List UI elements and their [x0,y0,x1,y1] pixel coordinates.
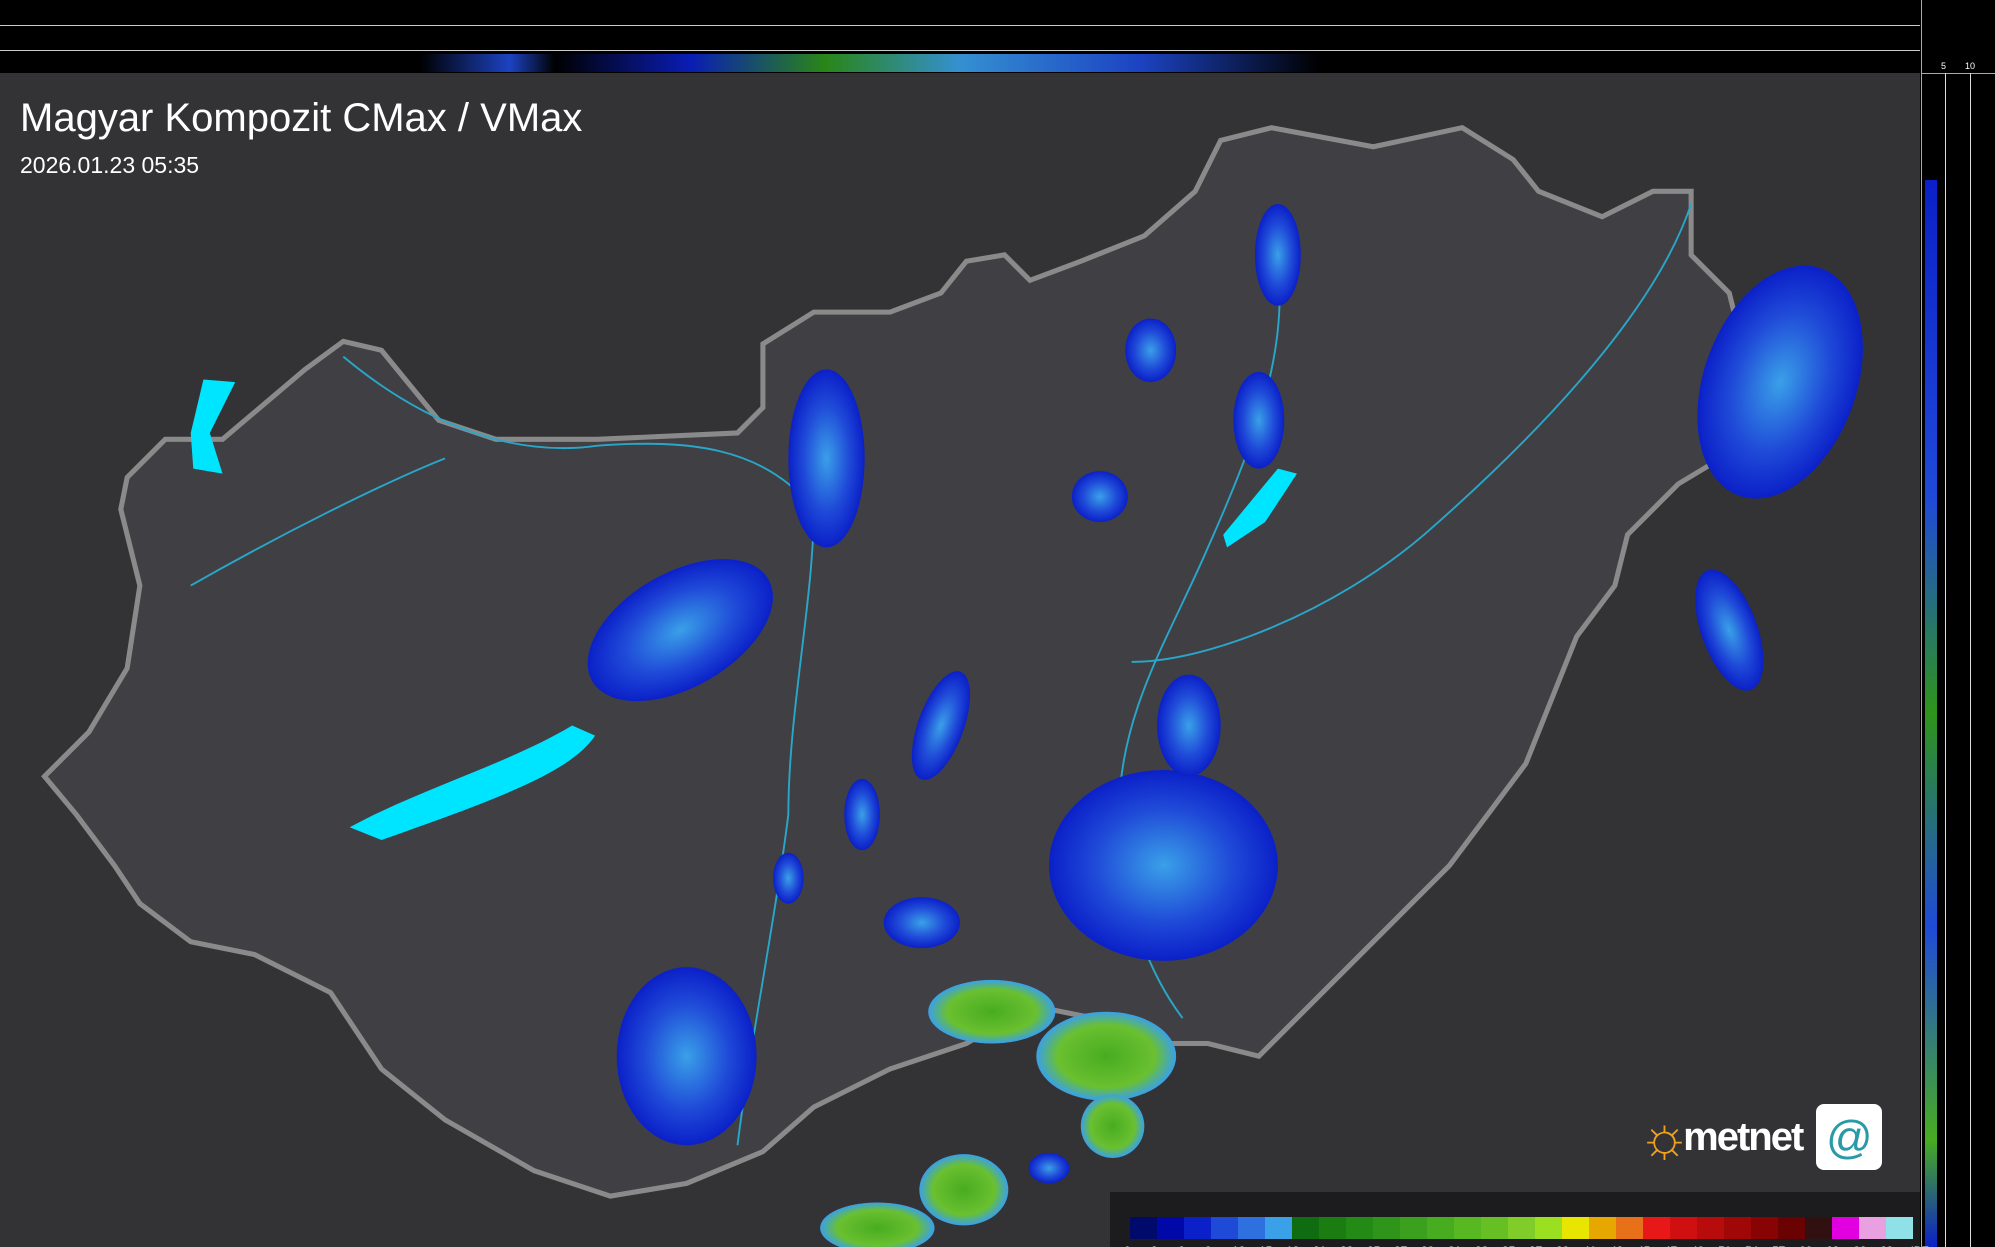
legend-label: 0 [1124,1244,1151,1247]
legend-unit: dBZ [1907,1244,1934,1247]
legend-swatch [1778,1217,1805,1239]
dbz-color-legend: 0369121518212325272931333537394143454749… [1110,1192,1929,1247]
legend-labels: 0369121518212325272931333537394143454749… [1124,1244,1934,1247]
legend-swatch [1346,1217,1373,1239]
legend-swatch [1832,1217,1859,1239]
legend-label: 29 [1421,1244,1448,1247]
gridline [0,50,1920,51]
legend-label: 43 [1610,1244,1637,1247]
legend-swatch [1697,1217,1724,1239]
legend-label: 39 [1556,1244,1583,1247]
legend-swatch [1643,1217,1670,1239]
lake-tisza [1223,468,1297,548]
legend-label: 69 [1880,1244,1907,1247]
legend-swatch [1589,1217,1616,1239]
legend-swatch [1535,1217,1562,1239]
lake-ferto [190,379,236,474]
lakes [190,379,1297,840]
legend-label: 21 [1313,1244,1340,1247]
legend-label: 57 [1772,1244,1799,1247]
legend-swatch [1265,1217,1292,1239]
gridline [1970,73,1971,1247]
right-axis-tick: 5 [1941,61,1947,71]
legend-label: 12 [1232,1244,1259,1247]
legend-label: 41 [1583,1244,1610,1247]
legend-swatch [1805,1217,1832,1239]
legend-label: 49 [1691,1244,1718,1247]
legend-label: 25 [1367,1244,1394,1247]
swirl-icon: @ [1816,1104,1883,1170]
legend-swatch [1481,1217,1508,1239]
legend-swatch [1724,1217,1751,1239]
legend-label: 15 [1259,1244,1286,1247]
legend-swatch [1292,1217,1319,1239]
legend-swatch [1886,1217,1913,1239]
legend-label: 51 [1718,1244,1745,1247]
legend-swatch [1454,1217,1481,1239]
legend-color-bar [1130,1217,1913,1239]
legend-label: 37 [1529,1244,1556,1247]
metnet-logo: ☼ metnet @ [1638,1104,1883,1170]
lake-balaton [349,725,596,840]
radar-echoes [587,204,1863,1247]
legend-label: 33 [1475,1244,1502,1247]
gridline [1945,73,1946,1247]
legend-label: 31 [1448,1244,1475,1247]
legend-label: 47 [1664,1244,1691,1247]
legend-swatch [1319,1217,1346,1239]
top-profile-echoes [420,54,1320,72]
sun-icon: ☼ [1638,1104,1692,1169]
legend-label: 66 [1853,1244,1880,1247]
legend-swatch [1859,1217,1886,1239]
legend-label: 27 [1394,1244,1421,1247]
right-profile-echoes [1925,180,1937,1247]
legend-swatch [1427,1217,1454,1239]
legend-label: 3 [1151,1244,1178,1247]
legend-swatch [1400,1217,1427,1239]
legend-label: 9 [1205,1244,1232,1247]
legend-label: 23 [1340,1244,1367,1247]
legend-swatch [1211,1217,1238,1239]
legend-swatch [1373,1217,1400,1239]
legend-label: 60 [1799,1244,1826,1247]
legend-swatch [1670,1217,1697,1239]
legend-label: 63 [1826,1244,1853,1247]
legend-label: 45 [1637,1244,1664,1247]
radar-map[interactable] [0,73,1920,1247]
legend-swatch [1157,1217,1184,1239]
legend-swatch [1508,1217,1535,1239]
top-cross-section-panel: 10 5 [0,0,1935,73]
legend-label: 18 [1286,1244,1313,1247]
gridline [0,25,1920,26]
right-axis-tick: 10 [1965,61,1976,71]
legend-swatch [1238,1217,1265,1239]
legend-swatch [1562,1217,1589,1239]
legend-swatch [1130,1217,1157,1239]
legend-label: 35 [1502,1244,1529,1247]
logo-text: metnet [1683,1114,1804,1159]
legend-swatch [1751,1217,1778,1239]
legend-swatch [1184,1217,1211,1239]
legend-swatch [1616,1217,1643,1239]
map-title: Magyar Kompozit CMax / VMax [20,96,583,140]
legend-label: 6 [1178,1244,1205,1247]
legend-label: 54 [1745,1244,1772,1247]
right-cross-section-panel: 5 10 [1921,0,1995,1247]
map-timestamp: 2026.01.23 05:35 [20,152,200,178]
